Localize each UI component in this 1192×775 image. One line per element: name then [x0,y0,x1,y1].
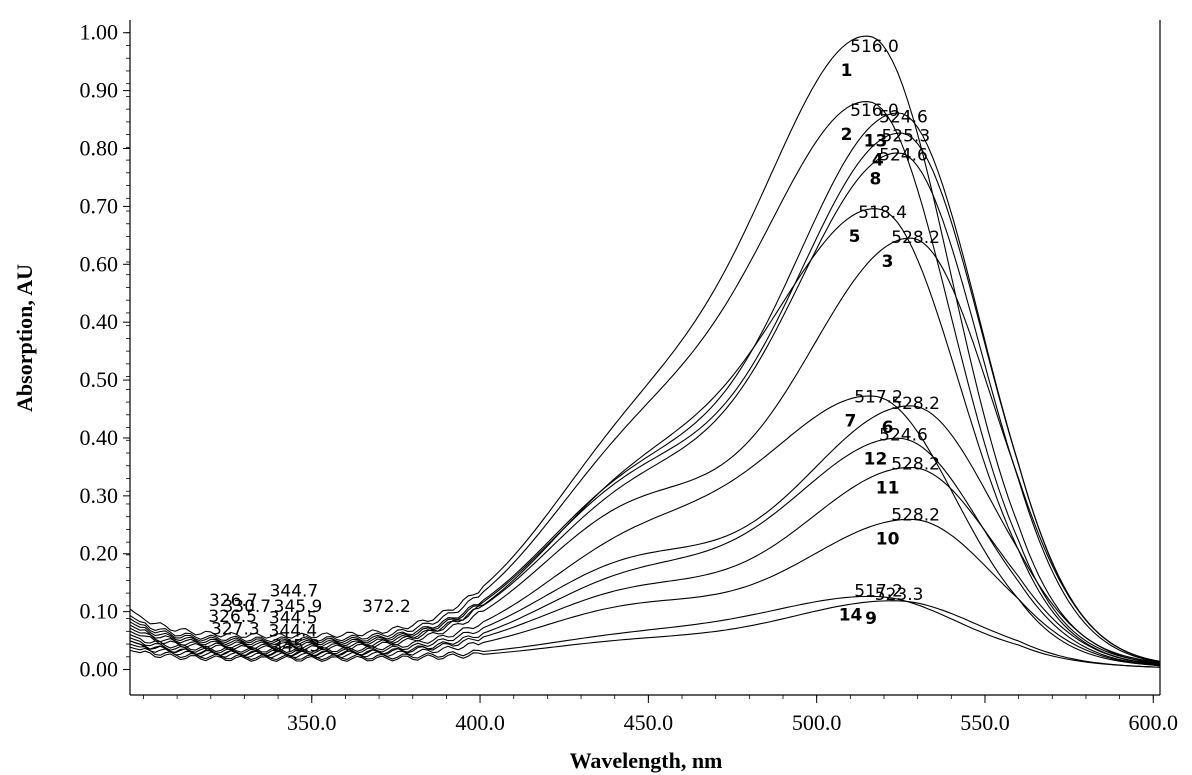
uv-peak-label: 330.7 [222,597,271,617]
uv-peak-label: 345.3 [272,637,321,657]
peak-label-7: 517.2 [854,387,903,407]
x-tick-label: 500.0 [792,710,842,735]
y-tick-label: 0.30 [80,483,119,508]
x-axis: 350.0 400.0 450.0 500.0 550.0 600.0 [143,695,1178,735]
uv-peak-label: 344.5 [269,609,318,629]
series-curves [129,35,1161,668]
series-number-14: 14 [839,606,863,626]
series-curve-14 [129,595,1161,668]
x-tick-label: 350.0 [287,710,337,735]
series-number-2: 2 [841,125,853,145]
series-curve-9 [129,600,1161,668]
series-number-1: 1 [841,61,853,81]
y-tick-label: 0.50 [80,367,119,392]
series-curve-4 [129,132,1161,663]
series-curve-2 [129,101,1161,664]
series-number-3: 3 [882,252,894,272]
x-tick-label: 400.0 [455,710,505,735]
series-number-6: 6 [882,418,894,438]
peak-label-9: 523.3 [875,585,924,605]
peak-label-12: 524.6 [879,426,928,446]
peak-label-4: 525.3 [881,126,930,146]
peak-label-1: 516.0 [850,37,899,57]
y-tick-label: 0.60 [80,251,119,276]
x-axis-title: Wavelength, nm [570,748,723,773]
series-curve-1 [129,35,1161,663]
peak-label-5: 518.4 [858,203,907,223]
x-tick-label: 600.0 [1129,710,1179,735]
series-number-9: 9 [865,609,877,629]
peak-label-2: 516.0 [850,101,899,121]
y-axis-title: Absorption, AU [12,264,37,412]
peak-label-14: 517.2 [854,582,903,602]
uv-peak-label: 345.9 [274,597,323,617]
series-number-11: 11 [876,478,900,498]
series-number-8: 8 [870,169,882,189]
peak-label-11: 528.2 [891,454,940,474]
series-curve-5 [129,208,1161,665]
uv-peak-label: 326.5 [208,607,257,627]
peak-label-10: 528.2 [891,505,940,525]
series-number-10: 10 [876,529,900,549]
y-tick-label: 1.00 [80,20,119,45]
uv-peak-label: 344.4 [269,621,318,641]
uv-peak-label: 372.2 [362,597,411,617]
series-number-13: 13 [864,131,888,151]
x-tick-label: 550.0 [960,710,1010,735]
series-curve-10 [129,518,1161,667]
y-tick-label: 0.70 [80,193,119,218]
plot-frame [129,20,1161,696]
series-number-4: 4 [872,150,884,170]
peak-label-8: 524.6 [879,145,928,165]
y-tick-label: 0.40 [80,309,119,334]
peak-label-13: 524.6 [879,107,928,127]
uv-peak-label: 327.3 [211,620,260,640]
uv-peak-label: 344.7 [270,581,319,601]
series-number-7: 7 [845,411,857,431]
peak-label-6: 528.2 [891,394,940,414]
x-tick-label: 450.0 [624,710,674,735]
series-curve-7 [129,395,1161,667]
series-curve-13 [129,112,1161,662]
y-tick-label: 0.80 [80,136,119,161]
series-number-12: 12 [864,450,888,470]
series-curve-8 [129,152,1161,663]
y-tick-label: 0.90 [80,78,119,103]
series-number-5: 5 [849,227,861,247]
series-curve-11 [129,466,1161,666]
y-axis: 1.00 0.90 0.80 0.70 0.60 0.40 0.50 0.40 0.30 0.20… [80,20,130,682]
uv-peak-label: 326.7 [209,591,258,611]
series-curve-6 [129,405,1161,665]
peak-label-3: 528.2 [891,228,940,248]
y-tick-label: 0.20 [80,541,119,566]
y-tick-label: 0.40 [80,425,119,450]
y-tick-label: 0.10 [80,599,119,624]
y-tick-label: 0.00 [80,657,119,682]
